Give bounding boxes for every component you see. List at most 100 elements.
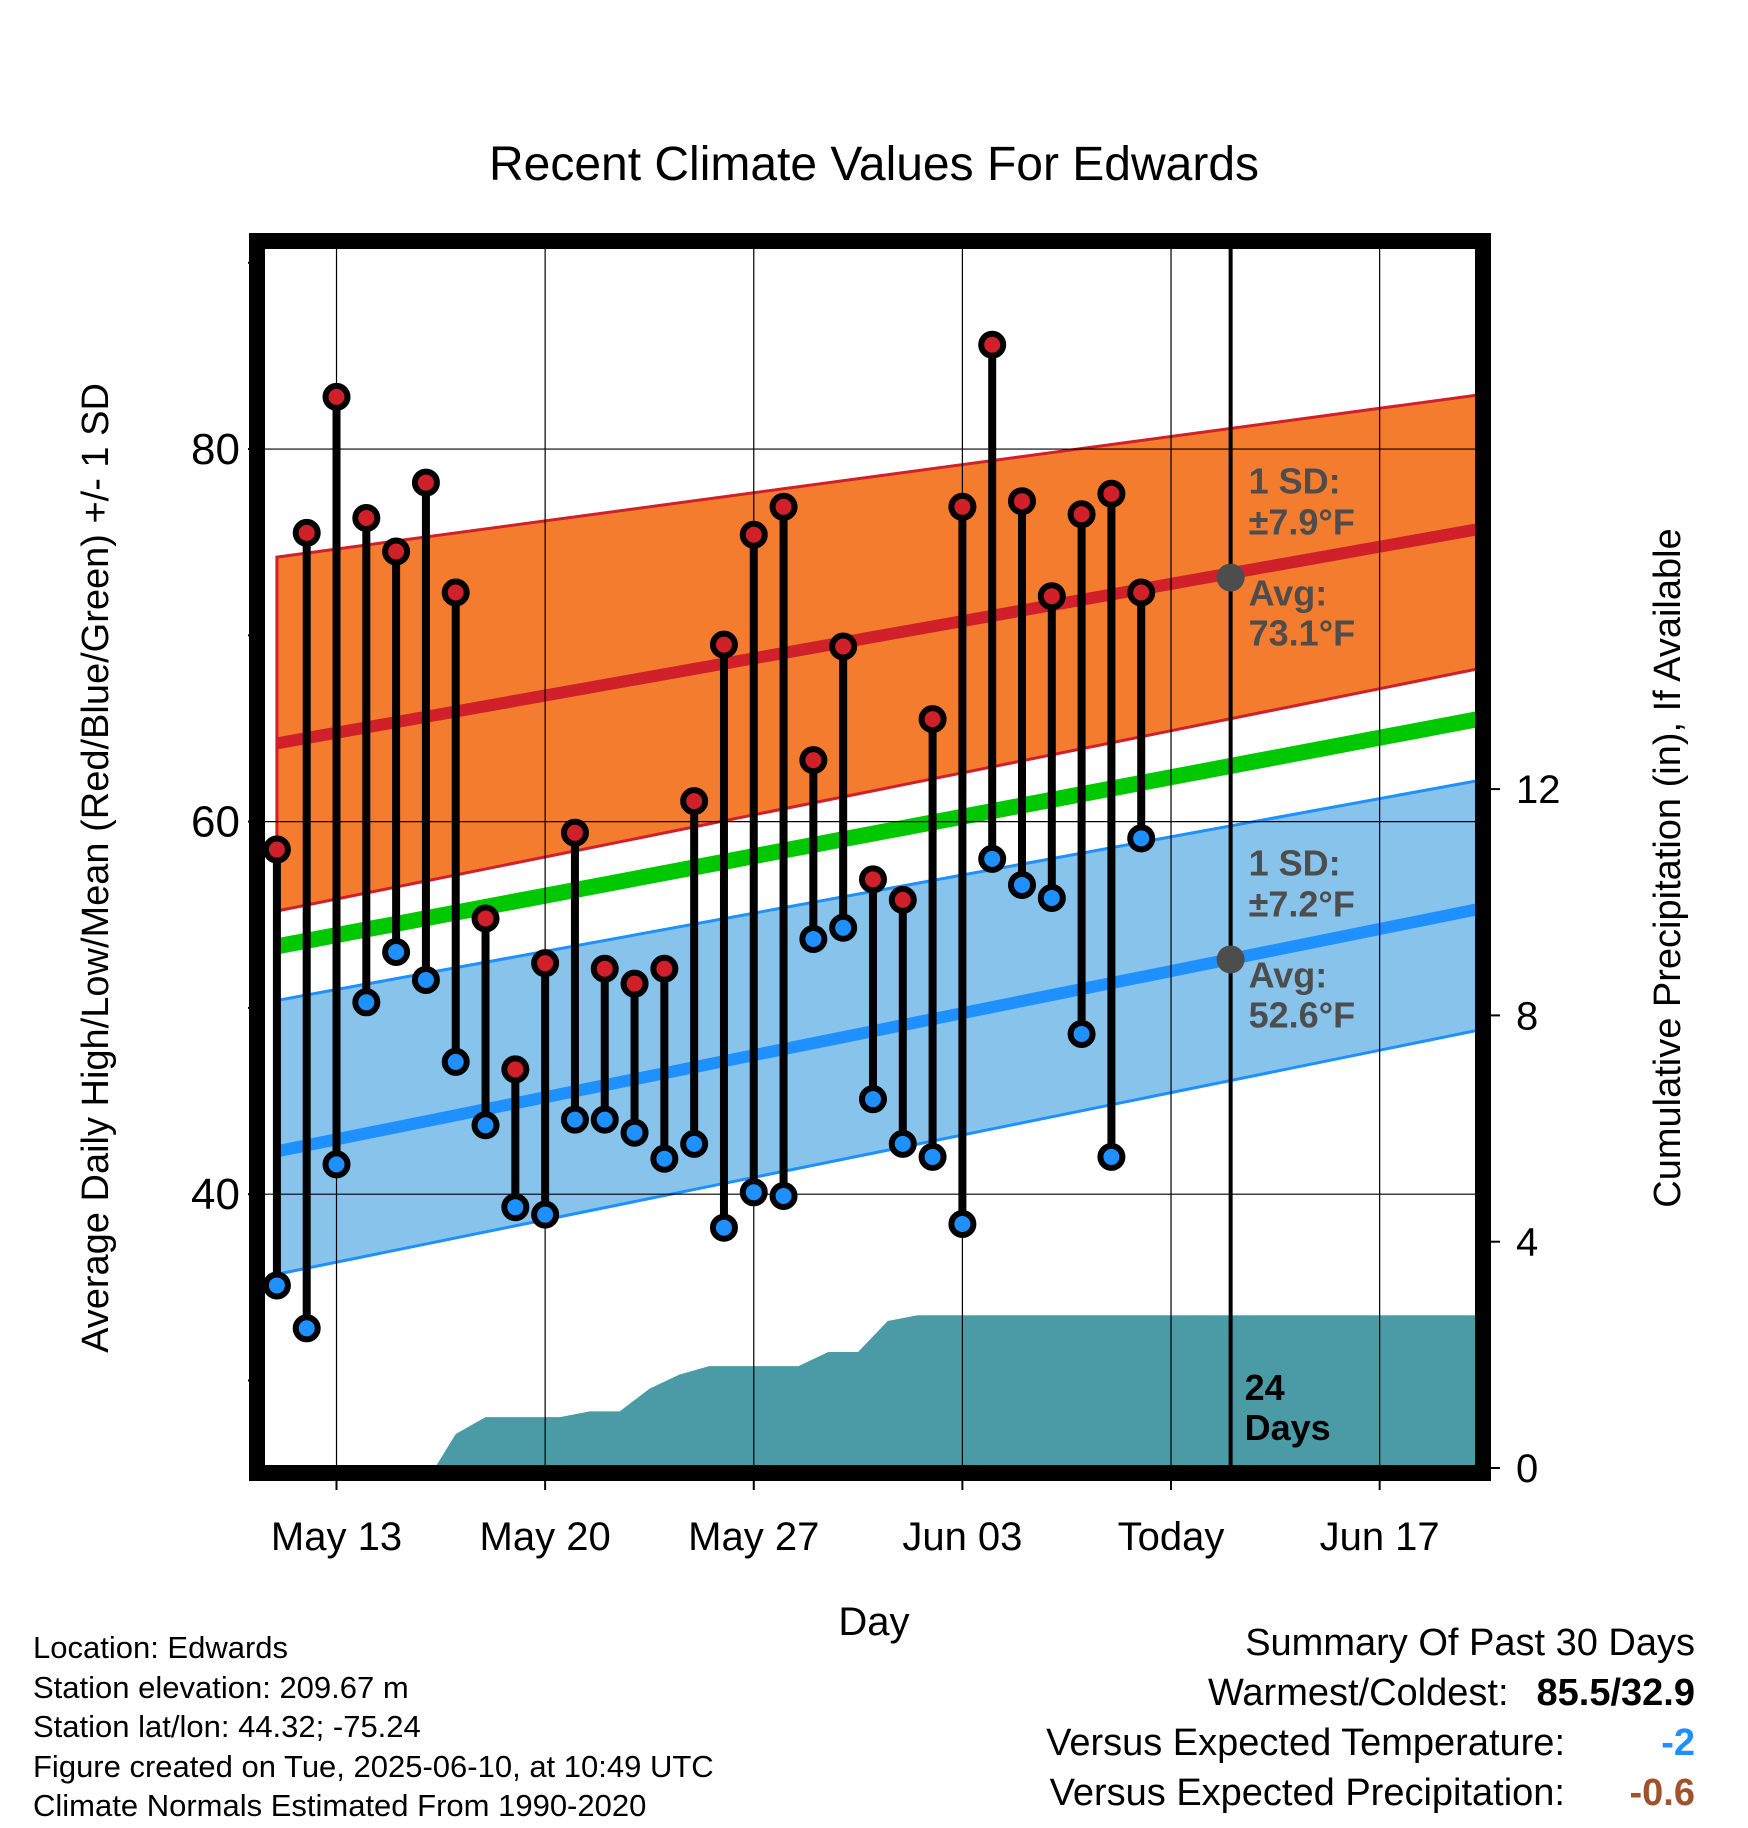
precip-area bbox=[434, 1315, 1478, 1468]
observed-low-point bbox=[531, 1200, 560, 1229]
high-sd-value: ±7.9°F bbox=[1249, 502, 1355, 543]
normal-low-line bbox=[275, 903, 1478, 1158]
observed-high-point bbox=[292, 518, 321, 547]
warm-cold-value: 85.5/32.9 bbox=[1536, 1672, 1695, 1714]
observed-low-point bbox=[918, 1142, 947, 1171]
precip-row: Versus Expected Precipitation: -0.6 bbox=[795, 1768, 1695, 1818]
observed-high-point bbox=[769, 492, 798, 521]
observed-high-point bbox=[1067, 500, 1096, 529]
observed-low-point bbox=[978, 844, 1007, 873]
x-tick-label: May 27 bbox=[688, 1515, 819, 1559]
observed-low-point bbox=[858, 1085, 887, 1114]
observed-low-point bbox=[292, 1314, 321, 1343]
location-text: Location: Edwards bbox=[33, 1630, 289, 1665]
observed-low-point bbox=[650, 1144, 679, 1173]
low-sd-value: ±7.2°F bbox=[1249, 883, 1355, 924]
y-right-tick-label: 4 bbox=[1516, 1221, 1538, 1265]
observed-high-point bbox=[560, 818, 589, 847]
observed-low-point bbox=[471, 1111, 500, 1140]
precip-value: -0.6 bbox=[1629, 1772, 1695, 1814]
warm-cold-row: Warmest/Coldest: 85.5/32.9 bbox=[795, 1668, 1695, 1718]
observed-high-point bbox=[382, 537, 411, 566]
observed-high-point bbox=[1008, 487, 1036, 516]
y-left-tick-label: 40 bbox=[191, 1170, 240, 1219]
low-avg-value: 52.6°F bbox=[1249, 994, 1355, 1035]
summary-title: Summary Of Past 30 Days bbox=[1245, 1622, 1695, 1664]
observed-low-point bbox=[739, 1178, 768, 1207]
observed-low-point bbox=[1037, 883, 1066, 912]
observed-low-point bbox=[829, 913, 858, 942]
observed-low-point bbox=[1127, 824, 1156, 853]
low-avg-marker bbox=[1216, 945, 1245, 974]
observed-high-point bbox=[888, 885, 917, 914]
observed-low-point bbox=[769, 1182, 798, 1211]
observed-low-point bbox=[1097, 1142, 1126, 1171]
x-tick-label: May 20 bbox=[480, 1515, 611, 1559]
observed-high-point bbox=[680, 787, 709, 816]
temp-row: Versus Expected Temperature: -2 bbox=[795, 1718, 1695, 1768]
observed-low-point bbox=[1008, 870, 1036, 899]
summary-panel: Summary Of Past 30 Days Warmest/Coldest:… bbox=[795, 1618, 1695, 1818]
observed-high-point bbox=[1037, 582, 1066, 611]
observed-low-point bbox=[352, 988, 381, 1017]
observed-low-point bbox=[411, 965, 440, 994]
high-avg-marker bbox=[1216, 563, 1245, 592]
observed-high-point bbox=[501, 1055, 530, 1084]
normals-text: Climate Normals Estimated From 1990-2020 bbox=[33, 1788, 647, 1823]
low-sd-label: 1 SD: bbox=[1249, 842, 1341, 883]
y-left-tick-label: 60 bbox=[191, 798, 240, 847]
observed-high-point bbox=[948, 492, 977, 521]
observed-low-point bbox=[1067, 1019, 1096, 1048]
observed-high-point bbox=[590, 954, 619, 983]
observed-low-point bbox=[948, 1209, 977, 1238]
high-avg-value: 73.1°F bbox=[1249, 613, 1355, 654]
observed-high-point bbox=[322, 382, 351, 411]
observed-low-point bbox=[709, 1213, 738, 1242]
observed-high-point bbox=[739, 520, 768, 549]
elevation-text: Station elevation: 209.67 m bbox=[33, 1669, 409, 1705]
observed-low-point bbox=[799, 924, 828, 953]
observed-low-point bbox=[441, 1047, 470, 1076]
observed-low-point bbox=[590, 1105, 619, 1134]
y-right-tick-label: 0 bbox=[1516, 1447, 1538, 1491]
observed-low-point bbox=[560, 1105, 589, 1134]
y-left-tick-label: 80 bbox=[191, 425, 240, 474]
observed-low-point bbox=[680, 1129, 709, 1158]
observed-high-point bbox=[1097, 479, 1126, 508]
observed-high-point bbox=[799, 746, 828, 775]
high-avg-label: Avg: bbox=[1249, 573, 1328, 614]
observed-high-point bbox=[978, 330, 1007, 359]
observed-high-point bbox=[441, 578, 470, 607]
rain-days-count: 24 bbox=[1245, 1367, 1285, 1408]
high-sd-label: 1 SD: bbox=[1249, 461, 1341, 502]
y-right-tick-label: 12 bbox=[1516, 768, 1561, 812]
observed-high-point bbox=[650, 954, 679, 983]
normal-high-line bbox=[275, 523, 1478, 750]
observed-high-point bbox=[918, 705, 947, 734]
created-text: Figure created on Tue, 2025-06-10, at 10… bbox=[33, 1748, 714, 1784]
observed-high-point bbox=[411, 468, 440, 497]
warm-cold-label: Warmest/Coldest: bbox=[1207, 1672, 1509, 1714]
observed-high-point bbox=[1127, 578, 1156, 607]
station-info: Location: Edwards Station elevation: 209… bbox=[33, 1628, 714, 1826]
y-right-tick-label: 8 bbox=[1516, 994, 1538, 1038]
plot-area bbox=[262, 246, 1478, 1468]
temp-value: -2 bbox=[1661, 1722, 1695, 1764]
observed-high-point bbox=[709, 630, 738, 659]
plot-frame bbox=[249, 233, 1491, 1481]
observed-high-point bbox=[620, 969, 649, 998]
chart-title: Recent Climate Values For Edwards bbox=[489, 138, 1259, 191]
x-tick-label: Jun 03 bbox=[902, 1515, 1022, 1559]
observed-high-point bbox=[471, 904, 500, 933]
x-tick-label: Today bbox=[1118, 1515, 1225, 1559]
observed-low-point bbox=[620, 1118, 649, 1147]
observed-high-point bbox=[262, 835, 291, 864]
low-avg-label: Avg: bbox=[1249, 954, 1328, 995]
observed-low-point bbox=[262, 1271, 291, 1300]
observed-low-point bbox=[501, 1193, 530, 1222]
observed-low-point bbox=[888, 1129, 917, 1158]
rain-days-label: Days bbox=[1245, 1407, 1331, 1448]
observed-high-point bbox=[352, 503, 381, 532]
precip-label: Versus Expected Precipitation: bbox=[1049, 1772, 1565, 1814]
